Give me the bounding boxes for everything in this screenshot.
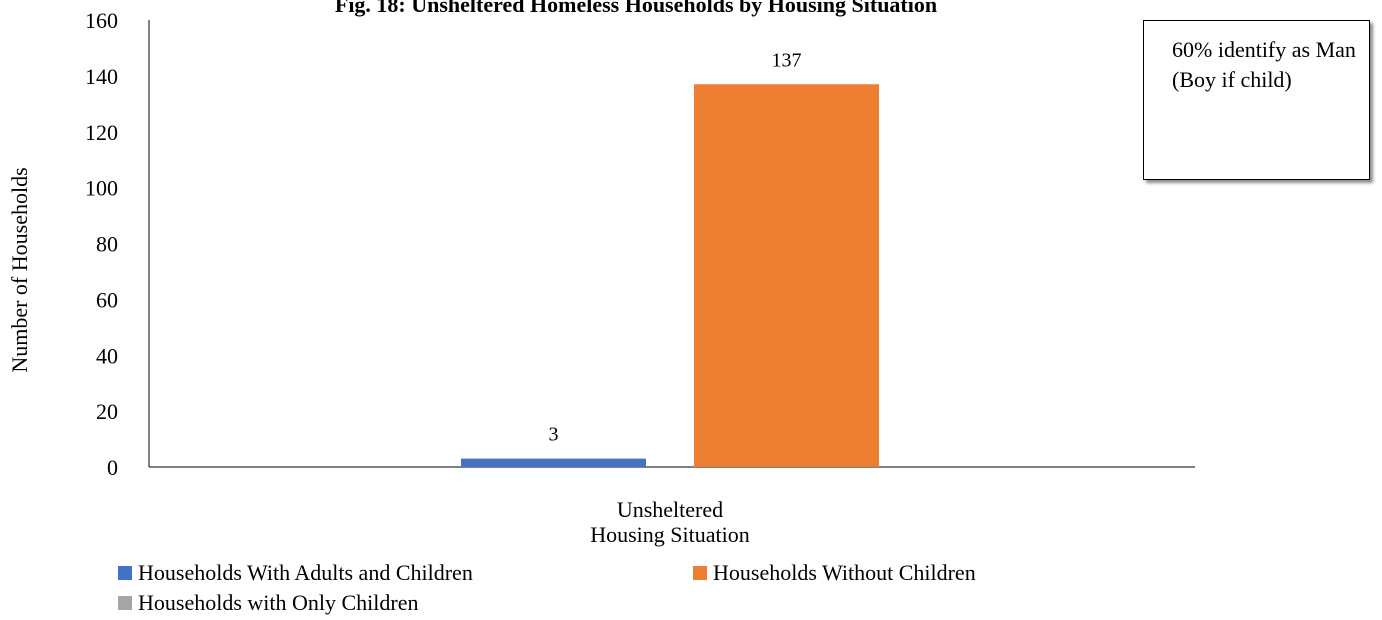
data-label-1: 137 — [772, 49, 802, 71]
legend-item-1: Households Without Children — [693, 560, 976, 586]
y-tick-label: 40 — [96, 343, 118, 368]
y-tick-label: 140 — [85, 64, 118, 89]
y-tick-label: 100 — [85, 176, 118, 201]
y-tick-label: 0 — [107, 455, 118, 480]
legend-item-2: Households with Only Children — [118, 590, 419, 616]
bar-0 — [461, 458, 646, 467]
x-axis-label: Housing Situation — [590, 522, 750, 547]
legend-item-0: Households With Adults and Children — [118, 560, 473, 586]
chart-title: Fig. 18: Unsheltered Homeless Households… — [335, 0, 937, 17]
y-axis-label: Number of Households — [7, 167, 32, 372]
x-category-label: Unsheltered — [617, 497, 723, 522]
legend-swatch — [693, 566, 707, 580]
y-tick-label: 80 — [96, 232, 118, 257]
annotation-text: 60% identify as Man (Boy if child) — [1172, 37, 1356, 92]
bar-1 — [694, 84, 879, 467]
data-label-0: 3 — [549, 424, 559, 446]
legend-label: Households Without Children — [713, 560, 976, 585]
y-tick-label: 160 — [85, 8, 118, 33]
y-tick-label: 120 — [85, 120, 118, 145]
legend-label: Households With Adults and Children — [138, 560, 473, 585]
legend-label: Households with Only Children — [138, 590, 419, 615]
x-axis-categories: Unsheltered — [617, 497, 723, 522]
bars-group: 3 137 — [461, 49, 879, 467]
legend-swatch — [118, 566, 132, 580]
y-tick-label: 20 — [96, 399, 118, 424]
legend-swatch — [118, 596, 132, 610]
annotation-box: 60% identify as Man (Boy if child) — [1143, 20, 1370, 180]
y-tick-label: 60 — [96, 287, 118, 312]
y-axis-ticks: 0 20 40 60 80 100 120 140 160 — [85, 8, 118, 480]
